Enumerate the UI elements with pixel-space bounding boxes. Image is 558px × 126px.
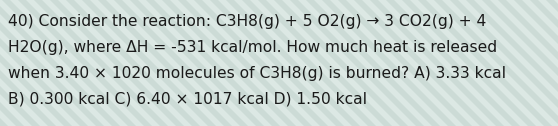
Polygon shape (546, 0, 558, 126)
Text: when 3.40 × 1020 molecules of C3H8(g) is burned? A) 3.33 kcal: when 3.40 × 1020 molecules of C3H8(g) is… (8, 66, 506, 81)
Polygon shape (2, 0, 136, 126)
Polygon shape (514, 0, 558, 126)
Polygon shape (418, 0, 552, 126)
Polygon shape (0, 0, 40, 126)
Text: 40) Consider the reaction: C3H8(g) + 5 O2(g) → 3 CO2(g) + 4: 40) Consider the reaction: C3H8(g) + 5 O… (8, 14, 487, 29)
Polygon shape (0, 0, 8, 126)
Polygon shape (386, 0, 520, 126)
Polygon shape (210, 0, 344, 126)
Polygon shape (274, 0, 408, 126)
Polygon shape (0, 0, 120, 126)
Text: H2O(g), where ΔH = -531 kcal/mol. How much heat is released: H2O(g), where ΔH = -531 kcal/mol. How mu… (8, 40, 497, 55)
Polygon shape (0, 0, 56, 126)
Polygon shape (82, 0, 216, 126)
Polygon shape (18, 0, 152, 126)
Polygon shape (466, 0, 558, 126)
Polygon shape (0, 0, 72, 126)
Polygon shape (0, 0, 104, 126)
Polygon shape (402, 0, 536, 126)
Polygon shape (306, 0, 440, 126)
Polygon shape (0, 0, 24, 126)
Polygon shape (338, 0, 472, 126)
Polygon shape (450, 0, 558, 126)
Polygon shape (50, 0, 184, 126)
Polygon shape (498, 0, 558, 126)
Polygon shape (370, 0, 504, 126)
Polygon shape (178, 0, 312, 126)
Polygon shape (290, 0, 424, 126)
Polygon shape (66, 0, 200, 126)
Polygon shape (34, 0, 168, 126)
Polygon shape (162, 0, 296, 126)
Polygon shape (146, 0, 280, 126)
Polygon shape (114, 0, 248, 126)
Polygon shape (530, 0, 558, 126)
Polygon shape (434, 0, 558, 126)
Text: B) 0.300 kcal C) 6.40 × 1017 kcal D) 1.50 kcal: B) 0.300 kcal C) 6.40 × 1017 kcal D) 1.5… (8, 92, 367, 107)
Polygon shape (482, 0, 558, 126)
Polygon shape (226, 0, 360, 126)
Polygon shape (98, 0, 232, 126)
Polygon shape (354, 0, 488, 126)
Polygon shape (0, 0, 88, 126)
Polygon shape (130, 0, 264, 126)
Polygon shape (194, 0, 328, 126)
Polygon shape (322, 0, 456, 126)
Polygon shape (242, 0, 376, 126)
Polygon shape (258, 0, 392, 126)
